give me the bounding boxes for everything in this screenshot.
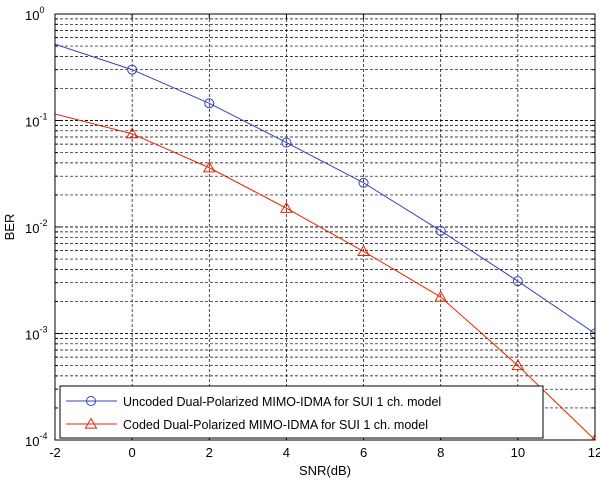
x-tick-label: 2 (206, 445, 213, 460)
series-2 (55, 113, 595, 440)
data-point-series-2 (591, 433, 595, 440)
legend-box (59, 385, 544, 439)
data-point-series-1 (512, 276, 523, 287)
x-tick-label: 8 (437, 445, 444, 460)
y-tick-label: 10-3 (25, 325, 47, 343)
x-tick-label: -2 (49, 445, 61, 460)
data-point-series-2 (280, 201, 293, 213)
y-tick-label: 10-4 (25, 431, 47, 449)
legend-marker-2 (84, 417, 98, 429)
legend-marker-1 (86, 396, 96, 406)
x-axis-label: SNR(dB) (299, 463, 351, 478)
y-axis-label: BER (2, 214, 17, 241)
x-tick-label: 0 (129, 445, 136, 460)
data-point-series-2 (357, 244, 370, 257)
series-line-1 (55, 43, 595, 334)
y-tick-label: 100 (25, 5, 44, 23)
legend-label-2: Coded Dual-Polarized MIMO-IDMA for SUI 1… (123, 418, 428, 432)
data-point-series-2 (202, 161, 216, 173)
x-tick-label: 10 (511, 445, 525, 460)
data-point-series-2 (434, 290, 448, 302)
legend: Uncoded Dual-Polarized MIMO-IDMA for SUI… (59, 385, 544, 439)
series-line-2 (55, 113, 595, 440)
data-point-series-1 (204, 98, 215, 109)
x-tick-label: 12 (588, 445, 600, 460)
data-point-series-1 (435, 225, 446, 236)
data-point-series-2 (125, 127, 139, 139)
data-point-series-2 (511, 359, 525, 371)
x-tick-label: 4 (283, 445, 290, 460)
data-point-series-1 (127, 64, 138, 75)
legend-label-1: Uncoded Dual-Polarized MIMO-IDMA for SUI… (123, 395, 441, 409)
data-point-series-1 (281, 137, 292, 148)
data-point-series-1 (358, 177, 369, 188)
y-tick-label: 10-1 (25, 112, 47, 130)
y-tick-label: 10-2 (25, 218, 47, 236)
x-tick-label: 6 (360, 445, 367, 460)
axis-ticks: -2 0 2 4 6 8 10 12 100 10-1 10-2 10-3 10-4 (25, 5, 600, 460)
series-layer (55, 43, 595, 440)
